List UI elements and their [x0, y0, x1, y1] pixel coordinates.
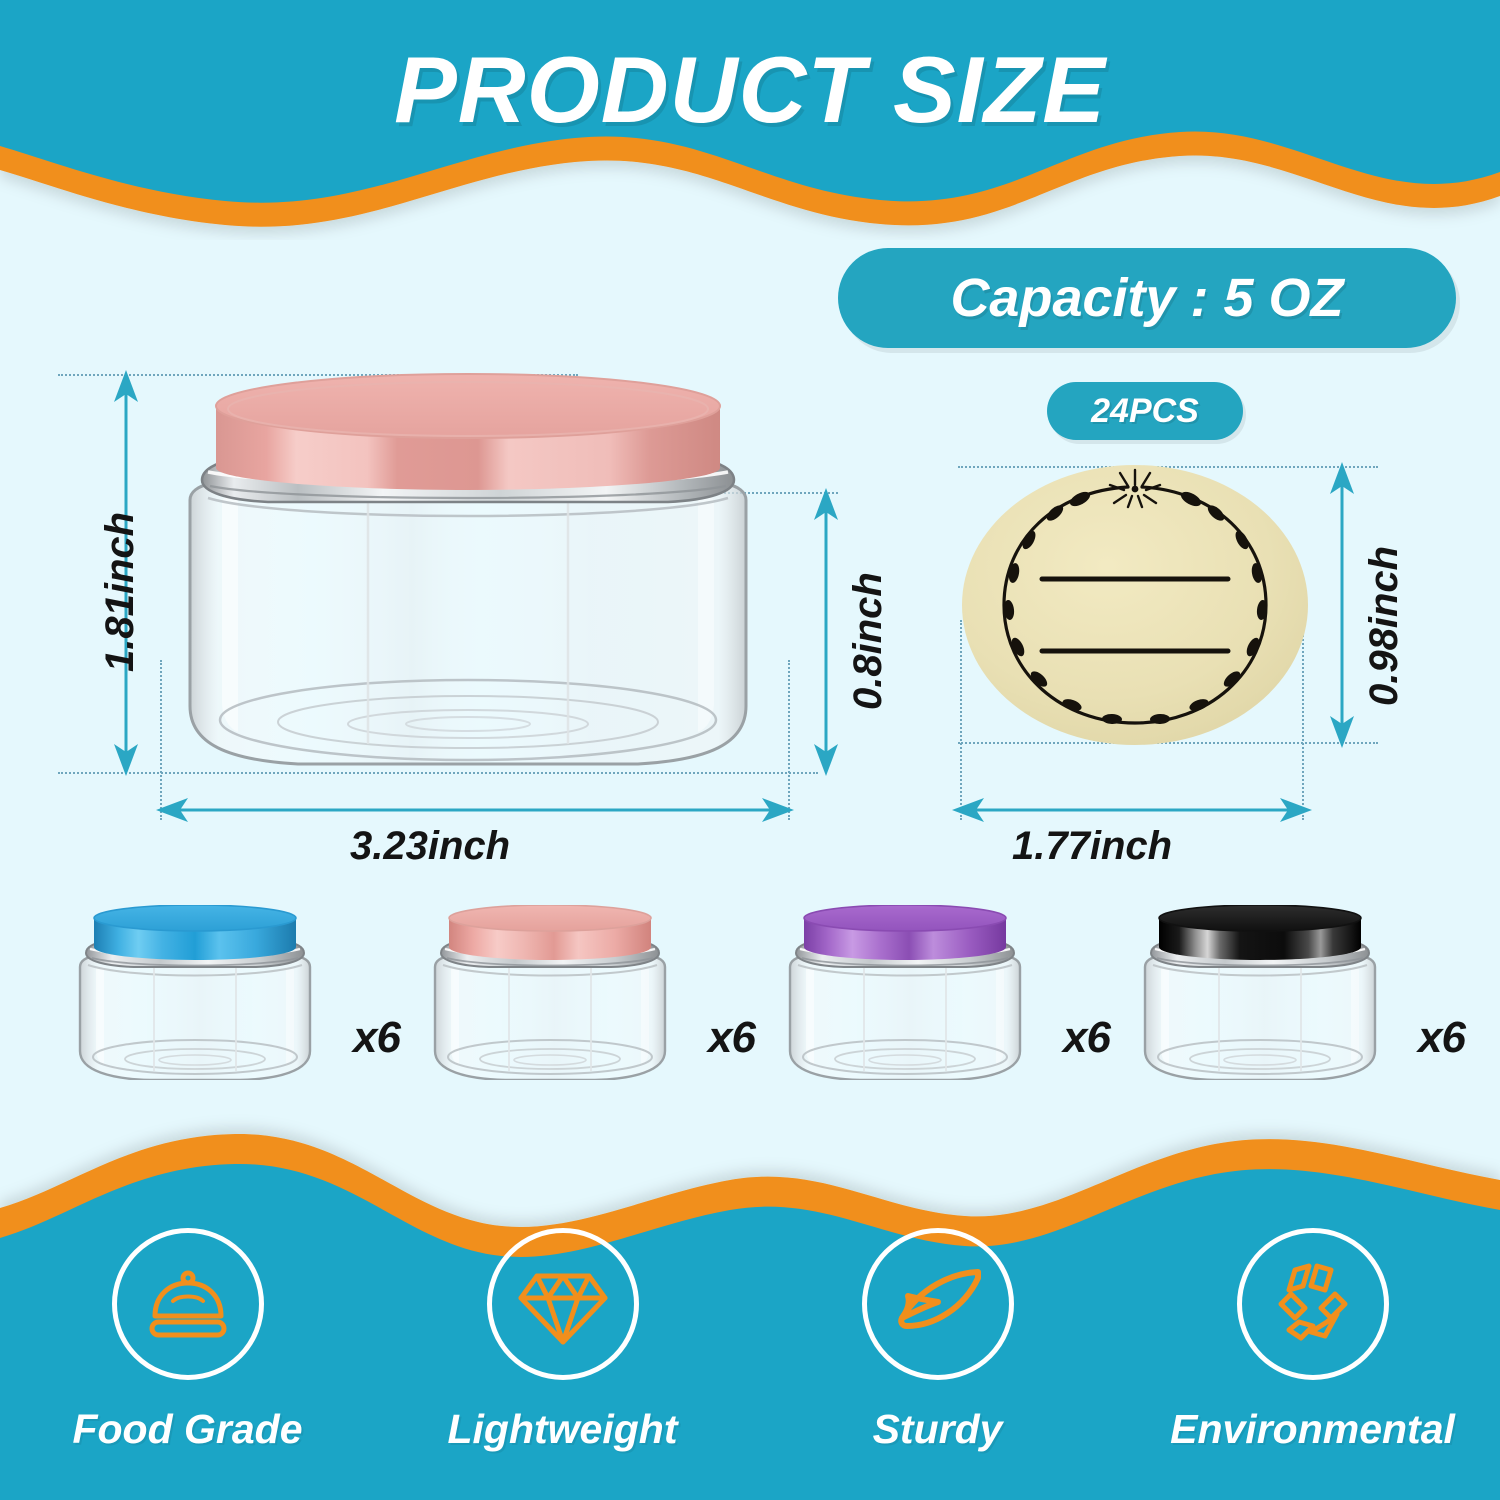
- dim-label-sticker-height: 0.98inch: [1362, 545, 1406, 706]
- sticker-vine-ring: [1002, 485, 1268, 725]
- pieces-badge: 24PCS: [1047, 382, 1243, 440]
- feature-food-grade: Food Grade: [0, 1220, 375, 1500]
- jar-variant-black-qty: x6: [1418, 1013, 1466, 1062]
- main-jar-lid-top: [216, 374, 720, 438]
- jar-variant-purple-qty: x6: [1063, 1013, 1111, 1062]
- jar-variant-pink: x6: [425, 905, 756, 1095]
- jar-variant-purple: x6: [780, 905, 1111, 1095]
- jar-variant-row: x6: [0, 905, 1500, 1095]
- kraft-label-sticker: [960, 455, 1310, 755]
- footer-teal-wave: [0, 1163, 1500, 1500]
- feature-food-grade-circle: [111, 1228, 264, 1380]
- guide-sticker-left: [960, 620, 962, 820]
- feature-sturdy-circle: [861, 1228, 1014, 1380]
- footer-banner: Food Grade Lightweight Stu: [0, 1110, 1500, 1500]
- jar-variant-pink-qty: x6: [708, 1013, 756, 1062]
- recycle-icon: [1278, 1263, 1347, 1341]
- feature-lightweight-label: Lightweight: [447, 1406, 678, 1452]
- guide-jar-top: [58, 374, 578, 376]
- sticker-paper: [962, 465, 1308, 745]
- jar-variant-blue: x6: [70, 905, 401, 1095]
- guide-jar-left: [160, 660, 162, 820]
- dim-label-sticker-width: 1.77inch: [1012, 824, 1173, 868]
- pieces-badge-label: 24PCS: [1091, 391, 1199, 430]
- dim-label-total-height: 1.81inch: [98, 511, 142, 672]
- main-jar-body: [188, 482, 748, 766]
- dim-arrow-width: [156, 798, 794, 822]
- guide-sticker-right: [1302, 620, 1304, 820]
- dim-arrow-sticker-width: [952, 798, 1312, 822]
- feature-environmental-circle: [1236, 1228, 1389, 1380]
- feature-food-grade-label: Food Grade: [72, 1406, 303, 1452]
- dim-label-body-height: 0.8inch: [846, 572, 890, 710]
- feature-list: Food Grade Lightweight Stu: [0, 1220, 1500, 1500]
- cloche-icon: [149, 1270, 226, 1338]
- capacity-badge-label: Capacity : 5 OZ: [950, 268, 1344, 328]
- guide-sticker-bottom: [958, 742, 1378, 744]
- dim-arrow-body-height: [814, 488, 838, 776]
- feature-lightweight-circle: [486, 1228, 639, 1380]
- feature-environmental: Environmental: [1125, 1220, 1500, 1500]
- guide-jar-bottom: [58, 772, 818, 774]
- feature-sturdy-label: Sturdy: [872, 1406, 1003, 1452]
- jar-variant-black: x6: [1135, 905, 1466, 1095]
- feature-lightweight: Lightweight: [375, 1220, 750, 1500]
- diamond-icon: [518, 1273, 607, 1345]
- sticker-starburst-ornament: [1108, 468, 1162, 509]
- page-title: PRODUCT SIZE: [394, 37, 1106, 142]
- jar-variant-blue-qty: x6: [353, 1013, 401, 1062]
- dim-arrow-total-height: [114, 370, 138, 776]
- sticker-vine-leaves: [1003, 491, 1268, 725]
- dim-arrow-sticker-height: [1330, 462, 1354, 748]
- header-teal-wave: [0, 0, 1500, 203]
- header-banner: PRODUCT SIZE: [0, 0, 1500, 240]
- capacity-badge: Capacity : 5 OZ: [838, 248, 1456, 348]
- guide-jar-right: [788, 660, 790, 820]
- leaf-icon: [897, 1269, 981, 1329]
- feature-environmental-label: Environmental: [1170, 1406, 1455, 1452]
- dim-label-width: 3.23inch: [350, 824, 511, 868]
- main-jar-illustration: [168, 372, 768, 772]
- guide-sticker-top: [958, 466, 1378, 468]
- feature-sturdy: Sturdy: [750, 1220, 1125, 1500]
